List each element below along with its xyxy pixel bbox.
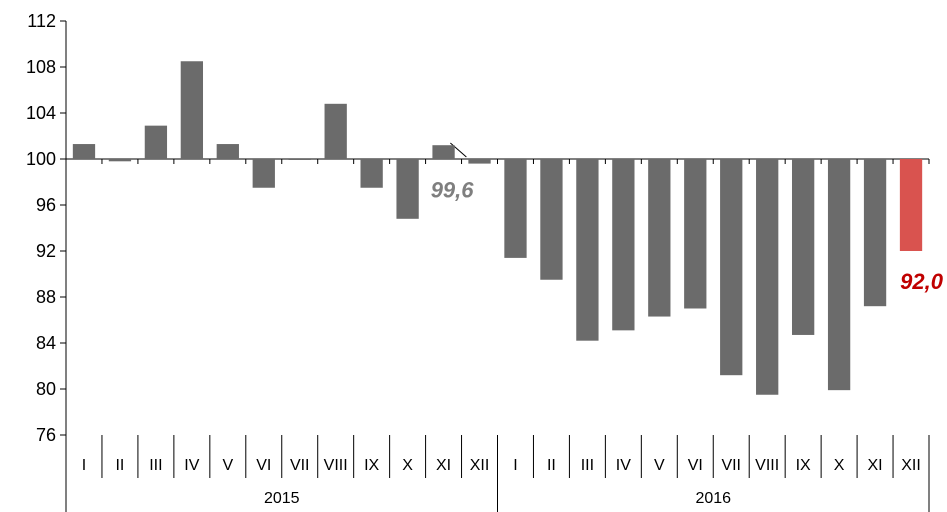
x-category-label: VI xyxy=(688,457,703,474)
y-tick-label: 92 xyxy=(36,241,56,261)
bars-layer xyxy=(72,61,923,395)
bar xyxy=(899,159,923,251)
bar xyxy=(324,103,347,159)
bar xyxy=(612,159,635,331)
y-tick-label: 80 xyxy=(36,379,56,399)
x-category-label: XII xyxy=(901,457,921,474)
bar xyxy=(180,61,204,159)
x-category-label: XII xyxy=(470,457,490,474)
x-category-label: X xyxy=(834,457,845,474)
bar xyxy=(504,159,527,258)
x-category-label: XI xyxy=(436,457,451,474)
bar xyxy=(216,144,239,159)
x-category-label: VII xyxy=(290,457,310,474)
bar xyxy=(576,159,599,341)
x-category-label: IV xyxy=(616,457,631,474)
x-category-label: VIII xyxy=(755,457,779,474)
y-tick-label: 112 xyxy=(27,11,56,31)
bar xyxy=(720,159,743,376)
y-tick-label: 88 xyxy=(36,287,56,307)
value-annotation: 99,6 xyxy=(431,178,475,203)
x-category-label: II xyxy=(115,457,124,474)
x-category-label: XI xyxy=(868,457,883,474)
x-category-label: X xyxy=(402,457,413,474)
bar xyxy=(108,159,132,162)
x-category-label: I xyxy=(82,457,86,474)
bar xyxy=(252,159,275,188)
x-category-label: IV xyxy=(184,457,199,474)
bar xyxy=(648,159,671,317)
y-tick-label: 100 xyxy=(26,149,56,169)
value-annotation: 92,0 xyxy=(900,269,944,294)
bar xyxy=(432,145,455,159)
x-category-label: I xyxy=(513,457,517,474)
axes-layer xyxy=(60,20,930,512)
x-category-label: V xyxy=(222,457,233,474)
y-tick-label: 96 xyxy=(36,195,56,215)
bar xyxy=(791,159,815,335)
bar xyxy=(396,159,419,219)
y-tick-label: 76 xyxy=(36,425,56,445)
y-tick-label: 104 xyxy=(26,103,56,123)
year-label: 2016 xyxy=(695,490,731,507)
bar xyxy=(72,144,96,159)
x-category-label: V xyxy=(654,457,665,474)
bar xyxy=(288,159,311,160)
bar xyxy=(684,159,707,309)
y-tick-label: 84 xyxy=(36,333,56,353)
bar xyxy=(144,125,168,159)
x-category-label: III xyxy=(581,457,594,474)
bar xyxy=(827,159,851,391)
bar xyxy=(468,159,491,164)
y-tick-label: 108 xyxy=(26,57,56,77)
x-category-label: VIII xyxy=(324,457,348,474)
x-category-label: IX xyxy=(796,457,811,474)
x-category-label: III xyxy=(149,457,162,474)
x-category-label: VII xyxy=(721,457,741,474)
bar xyxy=(540,159,563,280)
x-category-label: IX xyxy=(364,457,379,474)
year-label: 2015 xyxy=(264,490,300,507)
bar xyxy=(756,159,779,395)
x-category-label: II xyxy=(547,457,556,474)
x-category-label: VI xyxy=(256,457,271,474)
bar xyxy=(360,159,383,188)
bar xyxy=(863,159,887,307)
